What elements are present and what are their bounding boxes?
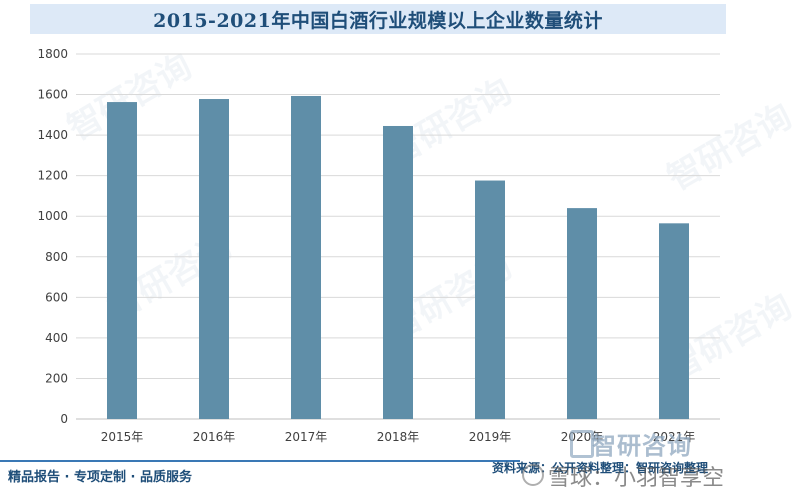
footer-divider [0, 460, 520, 462]
overlay-watermark: 雪球：小羽智享空 [548, 466, 725, 491]
y-tick-label: 1400 [37, 128, 68, 142]
bar [475, 180, 505, 419]
footer-slogan: 精品报告 · 专项定制 · 品质服务 [8, 470, 192, 485]
source-note: 资料来源：公开资料整理：智研咨询整理 [492, 461, 709, 475]
x-tick-label: 2018年 [377, 430, 420, 444]
x-tick-label: 2021年 [653, 430, 696, 444]
y-tick-label: 1000 [37, 209, 68, 223]
x-tick-label: 2019年 [469, 430, 512, 444]
y-tick-label: 0 [60, 412, 68, 426]
chart-title: 2015-2021年中国白酒行业规模以上企业数量统计 [153, 9, 603, 32]
title-bar: 2015-2021年中国白酒行业规模以上企业数量统计 [30, 4, 726, 34]
bar [199, 99, 229, 420]
bar [291, 95, 321, 419]
x-tick-label: 2017年 [285, 430, 328, 444]
brand-logo-icon [570, 430, 594, 458]
y-tick-label: 800 [45, 250, 68, 264]
x-tick-label: 2016年 [193, 430, 236, 444]
y-tick-label: 1600 [37, 88, 68, 102]
y-tick-label: 1200 [37, 169, 68, 183]
bar [567, 208, 597, 419]
bars [107, 95, 689, 420]
y-tick-label: 200 [45, 371, 68, 385]
y-tick-label: 400 [45, 331, 68, 345]
y-tick-labels: 0 200 400 600 800 1000 1200 1400 1600 1800 [37, 47, 68, 426]
y-tick-label: 1800 [37, 47, 68, 61]
brand-name: 智研咨询 [592, 432, 692, 460]
bar [659, 223, 689, 419]
snowball-icon [522, 464, 544, 486]
x-tick-label: 2015年 [101, 430, 144, 444]
bar [383, 125, 413, 419]
y-tick-label: 600 [45, 290, 68, 304]
bar [107, 102, 137, 419]
